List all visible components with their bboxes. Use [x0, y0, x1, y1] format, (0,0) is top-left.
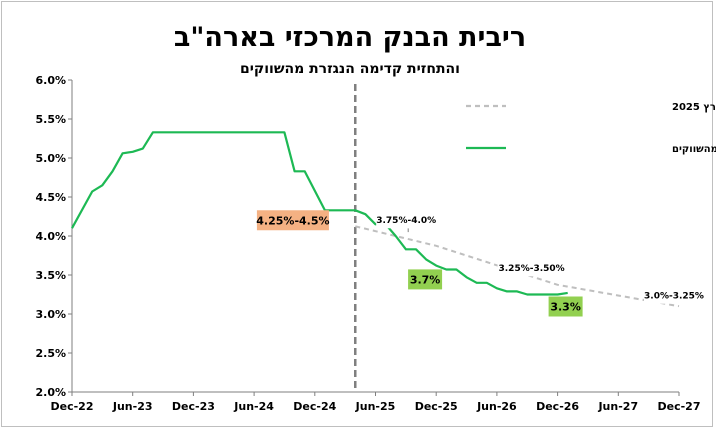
x-tick-label: Dec-25 — [415, 400, 458, 413]
y-tick-label: 6.0% — [35, 74, 66, 87]
annotation-label: 3.25%-3.50% — [499, 264, 565, 274]
x-tick-label: Jun-27 — [597, 400, 638, 413]
annotation-box — [548, 296, 583, 317]
x-tick-label: Jun-25 — [355, 400, 396, 413]
legend-label: תחזית הבנק המרכזי - מרץ 2025 — [672, 102, 716, 113]
y-tick-label: 4.0% — [35, 230, 66, 243]
legend: תחזית הבנק המרכזי - מרץ 2025 תחזית הנגזרת… — [466, 102, 716, 155]
chart-subtitle: והתחזית קדימה הנגזרת מהשווקים — [240, 61, 460, 77]
axes — [71, 80, 679, 393]
y-tick-label: 4.5% — [35, 191, 66, 204]
annotations: 4.25%-4.5% 3.75%-4.0% 3.7% 3.25%-3.50% 3.3% 3… — [256, 210, 704, 317]
y-tick-label: 2.5% — [35, 347, 66, 360]
annotation-label: 3.0%-3.25% — [644, 292, 704, 302]
annotation-label: 3.3% — [550, 301, 581, 314]
fed-projection-line — [355, 225, 680, 308]
y-tick-label: 5.5% — [35, 113, 66, 126]
x-tick-label: Dec-27 — [658, 400, 701, 413]
annotation-label: 3.7% — [410, 274, 441, 287]
y-tick-label: 3.0% — [35, 308, 66, 321]
annotation-box — [497, 259, 566, 277]
y-tick-label: 2.0% — [35, 386, 66, 399]
y-tick-labels: 2.0% 2.5% 3.0% 3.5% 4.0% 4.5% 5.0% 5.5% 6.0% — [35, 74, 72, 399]
y-tick-label: 5.0% — [35, 152, 66, 165]
annotation-box — [408, 269, 443, 290]
annotation-label: 4.25%-4.5% — [256, 214, 329, 227]
x-tick-label: Dec-26 — [536, 400, 579, 413]
x-tick-labels: Dec-22 Jun-23 Dec-23 Jun-24 Dec-24 Jun-25 Dec-… — [51, 392, 701, 413]
y-tick-label: 3.5% — [35, 269, 66, 282]
annotation-box — [644, 286, 704, 304]
annotation-box — [376, 211, 437, 229]
x-tick-label: Jun-23 — [112, 400, 153, 413]
legend-label: תחזית הנגזרת מהשווקים — [672, 144, 716, 155]
annotation-box — [256, 210, 329, 231]
x-tick-label: Dec-22 — [51, 400, 94, 413]
x-tick-label: Dec-24 — [293, 400, 336, 413]
annotation-label: 3.75%-4.0% — [376, 216, 436, 226]
x-tick-label: Dec-23 — [172, 400, 215, 413]
chart-title: ריבית הבנק המרכזי בארה"ב — [174, 22, 526, 53]
x-tick-label: Jun-24 — [233, 400, 274, 413]
x-tick-label: Jun-26 — [476, 400, 517, 413]
